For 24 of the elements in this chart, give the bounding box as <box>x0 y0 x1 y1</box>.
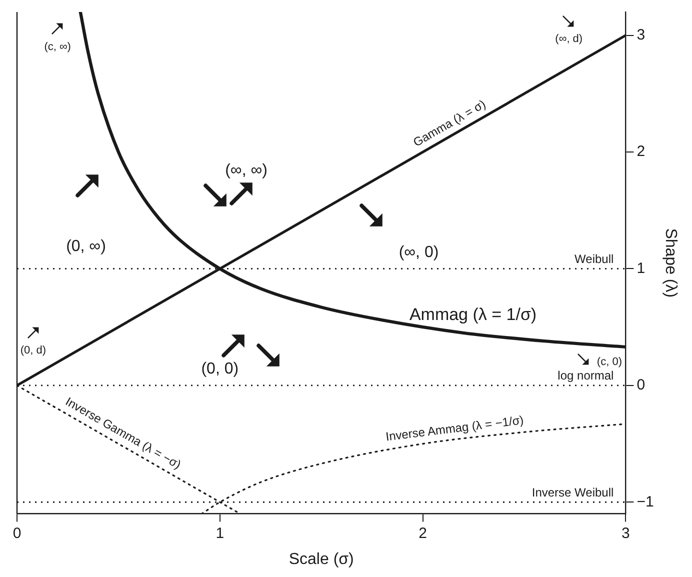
y-tick-label: −1 <box>636 493 654 510</box>
ref-line-label: Weibull <box>574 252 614 266</box>
y-axis-title: Shape (λ) <box>662 228 679 298</box>
annotation: (∞, ∞) <box>225 162 268 180</box>
x-axis-title: Scale (σ) <box>288 550 354 568</box>
ref-line-label: log normal <box>558 368 614 383</box>
annotation: (c, ∞) <box>44 41 71 54</box>
series-label: Ammag (λ = 1/σ) <box>409 305 537 324</box>
x-tick-label: 0 <box>12 524 22 542</box>
ref-line-label: Inverse Weibull <box>532 485 614 500</box>
annotation: (∞, d) <box>555 32 583 45</box>
y-tick-label: 3 <box>636 26 646 44</box>
annotation: (0, d) <box>20 344 46 356</box>
annotation: (∞, 0) <box>398 244 439 261</box>
y-tick-label: 1 <box>636 260 646 277</box>
x-tick-label: 2 <box>418 524 427 542</box>
y-tick-label: 2 <box>636 143 646 160</box>
x-tick-label: 1 <box>216 524 224 542</box>
annotation: (c, 0) <box>596 356 622 368</box>
text: Inverse Ammag (λ = −1/σ) <box>384 412 524 444</box>
x-tick-label: 3 <box>622 524 630 542</box>
annotation: (0, ∞) <box>66 238 106 255</box>
y-tick-label: 0 <box>636 376 646 394</box>
annotation: (0, 0) <box>201 360 239 378</box>
